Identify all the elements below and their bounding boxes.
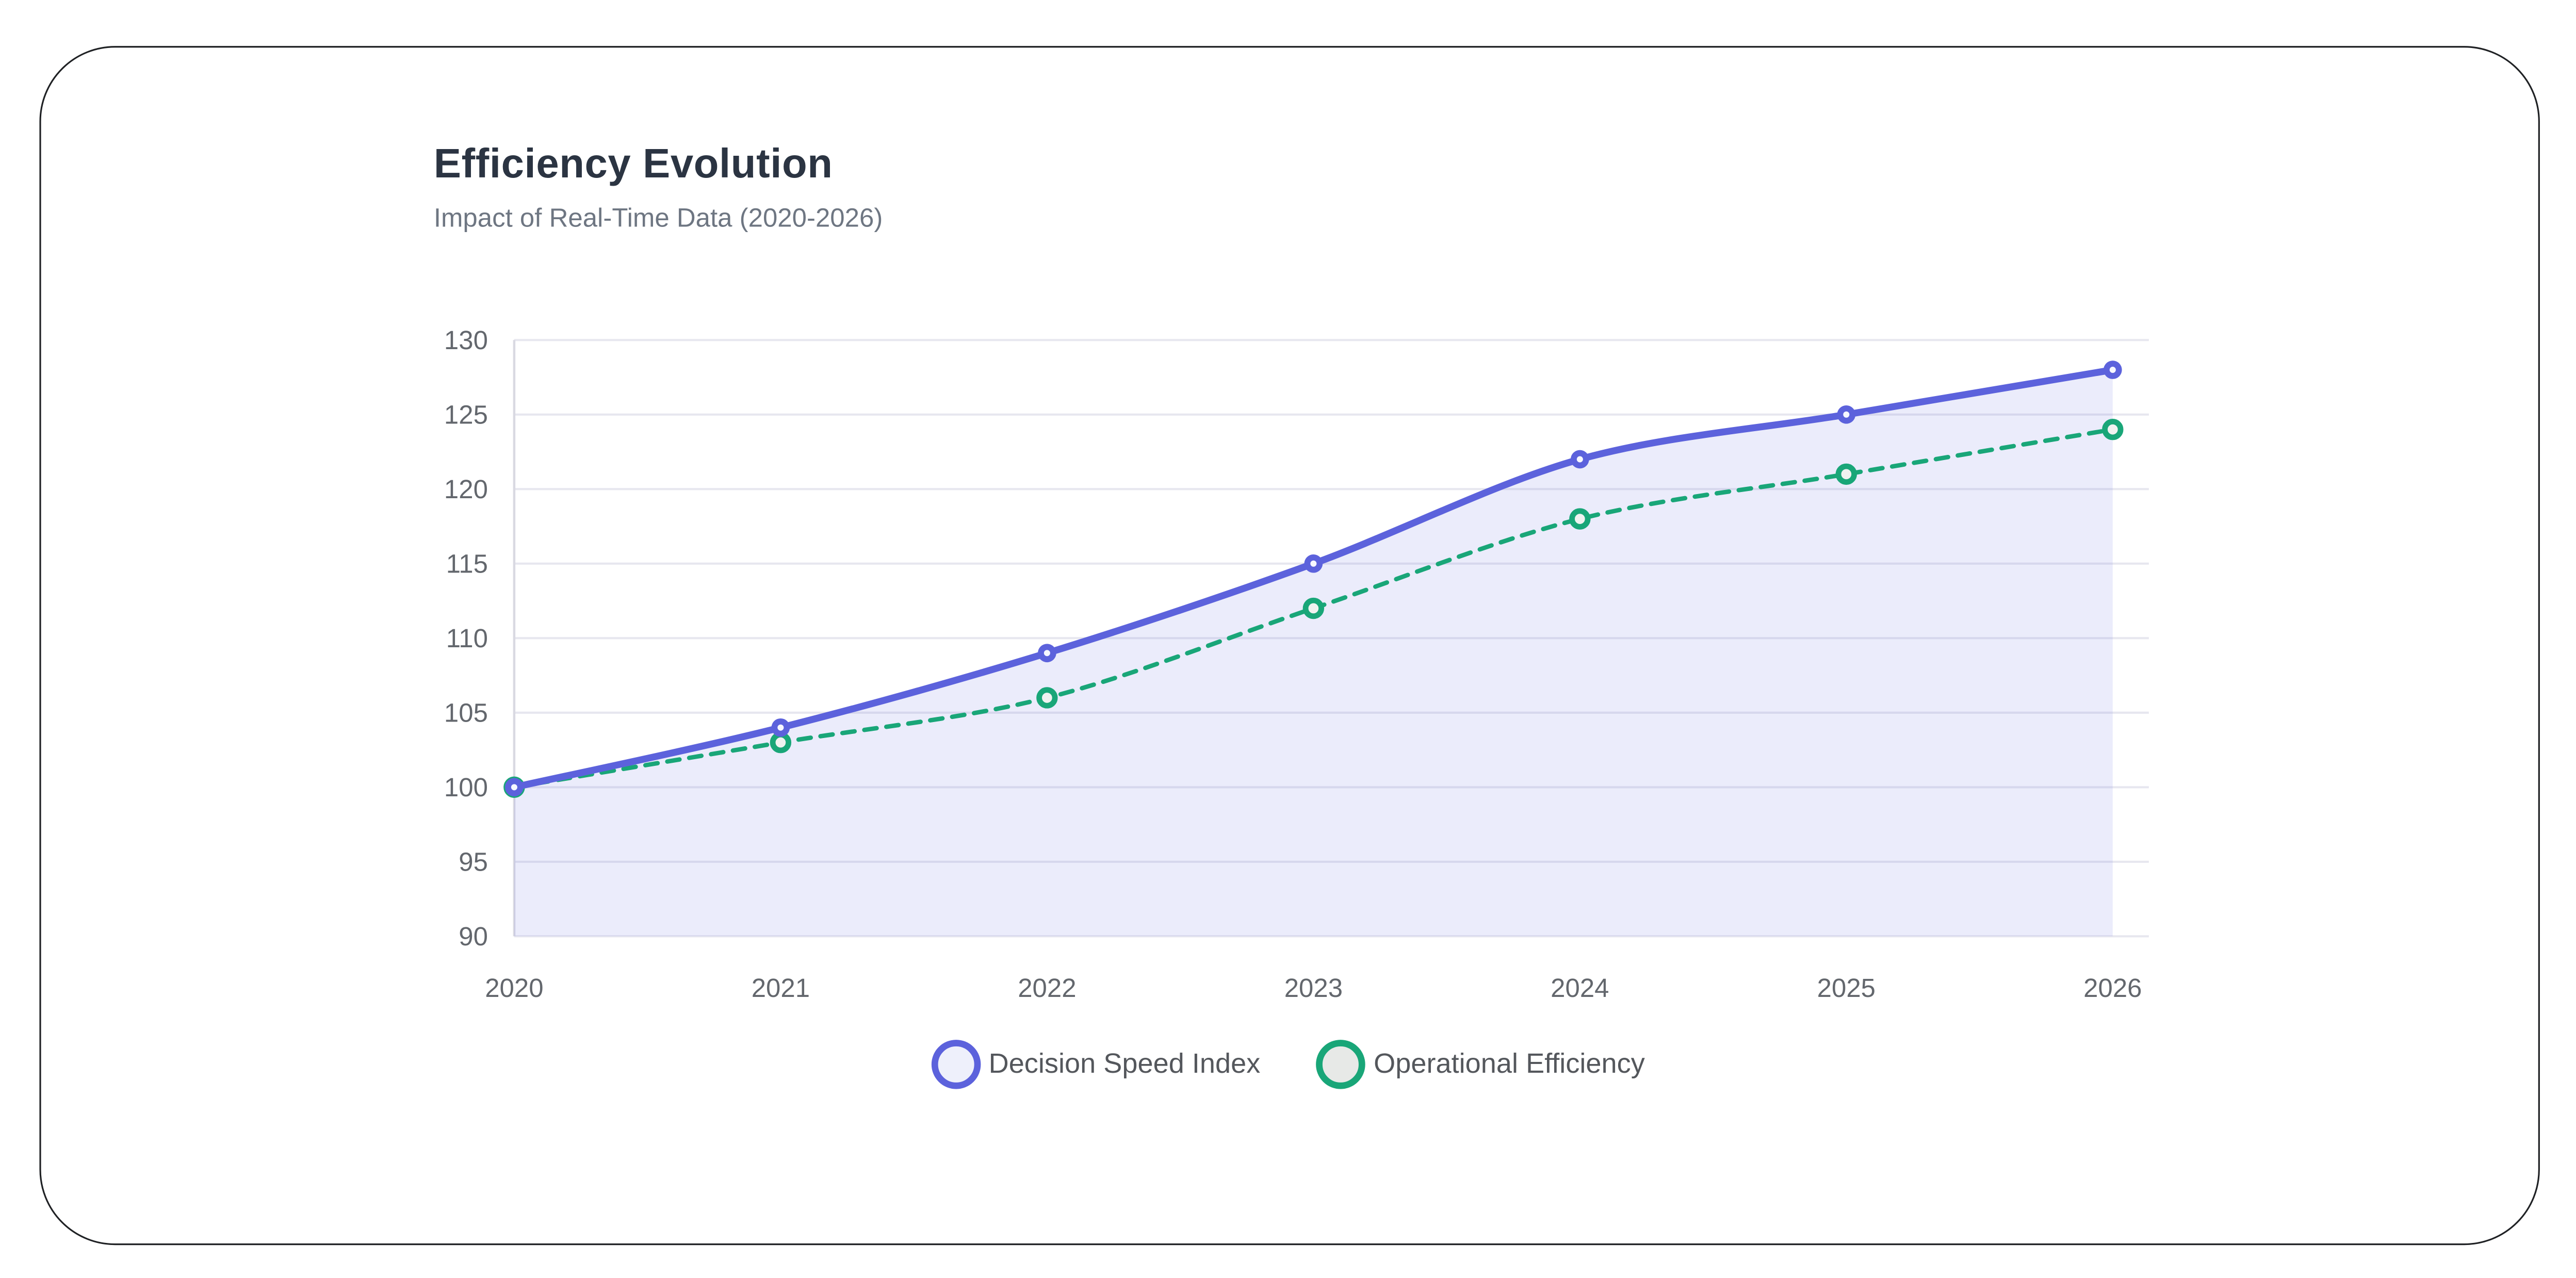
chart-legend: Decision Speed Index Operational Efficie…: [0, 1040, 2576, 1089]
legend-circle-icon: [931, 1040, 981, 1089]
legend-item-operational-efficiency[interactable]: Operational Efficiency: [1316, 1040, 1645, 1089]
data-point-operational-efficiency: [1302, 597, 1325, 619]
chart-subtitle: Impact of Real-Time Data (2020-2026): [433, 205, 883, 234]
legend-circle-icon: [1316, 1040, 1366, 1089]
data-point-center: [511, 784, 517, 791]
chart-header: Efficiency Evolution Impact of Real-Time…: [434, 141, 883, 235]
area-fill-decision-speed-index: [514, 370, 2113, 937]
legend-item-decision-speed-index[interactable]: Decision Speed Index: [931, 1040, 1260, 1089]
x-tick-label: 2023: [1284, 973, 1343, 1003]
data-point-operational-efficiency: [1569, 508, 1591, 530]
x-tick-label: 2021: [752, 973, 810, 1003]
data-point-center: [1310, 560, 1317, 567]
card-border: [39, 46, 2540, 1246]
data-point-operational-efficiency: [770, 731, 792, 753]
data-point-operational-efficiency: [1835, 463, 1857, 485]
chart-title: Efficiency Evolution: [433, 141, 833, 188]
y-tick-label: 110: [446, 624, 488, 653]
x-tick-label: 2022: [1018, 973, 1076, 1003]
y-tick-label: 95: [459, 847, 488, 876]
y-tick-label: 115: [446, 549, 488, 578]
data-point-center: [2109, 367, 2116, 373]
data-point-center: [1576, 456, 1583, 463]
data-point-operational-efficiency: [1036, 687, 1058, 709]
y-tick-label: 120: [444, 474, 488, 504]
data-point-center: [1044, 650, 1050, 657]
y-tick-label: 125: [444, 400, 488, 429]
x-tick-label: 2020: [485, 973, 543, 1003]
x-tick-label: 2025: [1817, 973, 1876, 1003]
data-point-center: [1843, 411, 1850, 418]
y-tick-label: 130: [444, 325, 488, 355]
y-tick-label: 100: [444, 773, 488, 802]
y-tick-label: 105: [444, 698, 488, 727]
x-tick-label: 2024: [1551, 973, 1609, 1003]
legend-label: Decision Speed Index: [988, 1047, 1261, 1079]
data-point-operational-efficiency: [2102, 419, 2124, 440]
y-tick-label: 90: [459, 922, 488, 951]
x-tick-label: 2026: [2083, 973, 2142, 1003]
legend-label: Operational Efficiency: [1374, 1047, 1645, 1079]
data-point-center: [777, 724, 784, 731]
